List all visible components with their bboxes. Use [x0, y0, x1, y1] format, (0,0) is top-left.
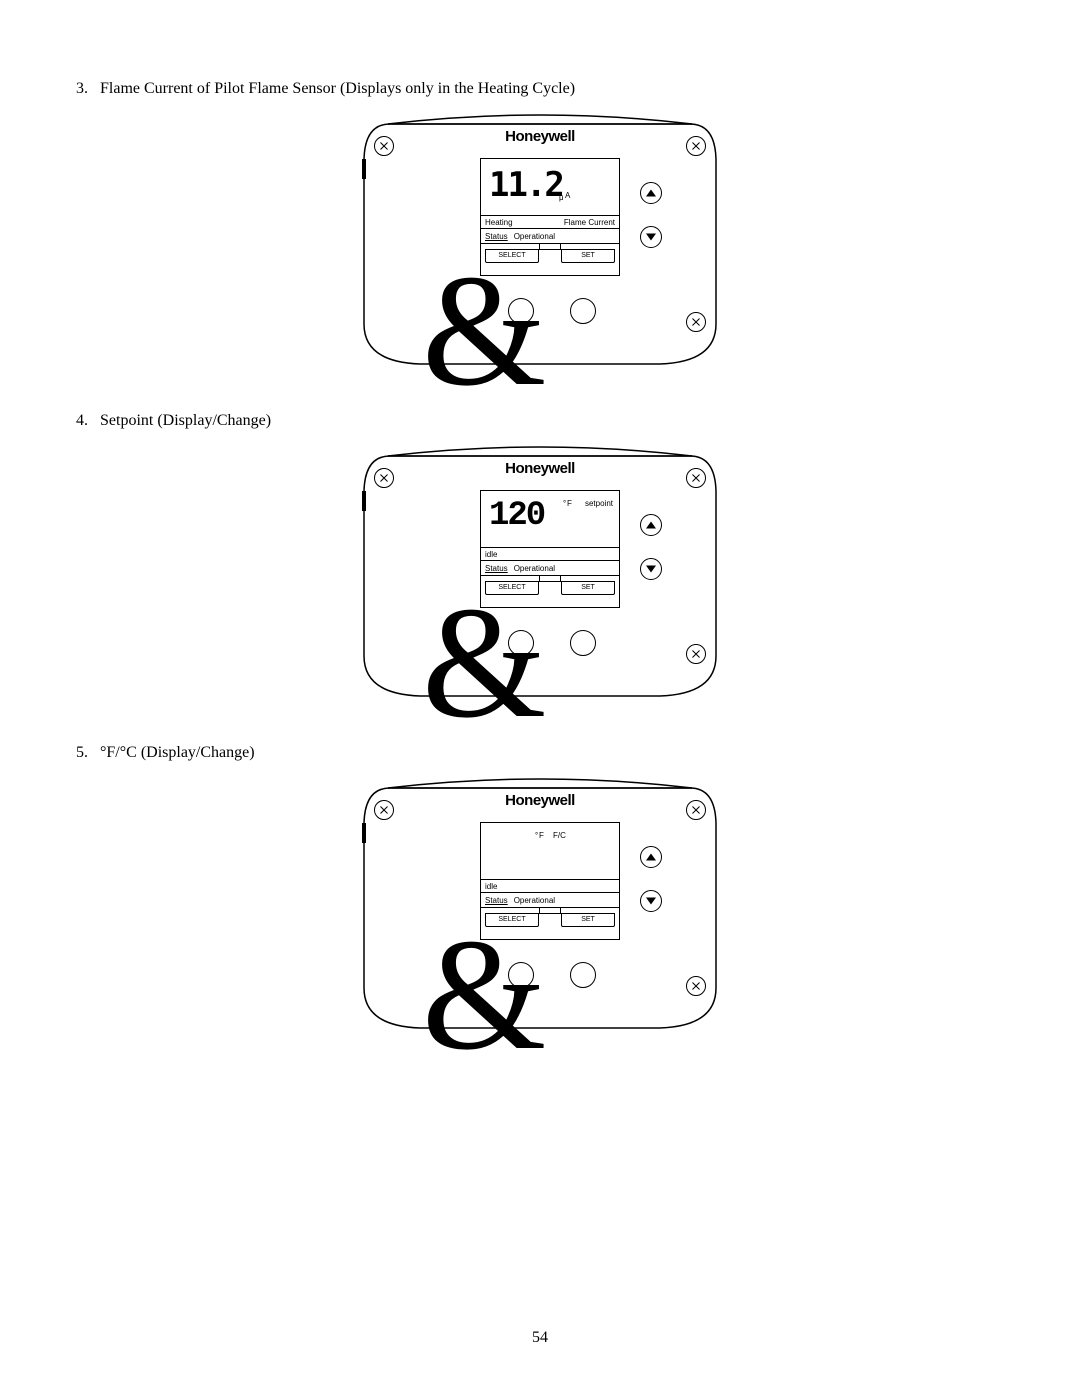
mode-label: idle	[485, 882, 497, 891]
lcd-row1: 11.2 μ A	[481, 159, 619, 216]
status-value: Operational	[514, 232, 555, 241]
lcd-unit-prefix: μ	[559, 193, 564, 202]
brand-label: Honeywell	[360, 460, 720, 477]
screw-icon	[686, 800, 706, 820]
lcd-row2: idle	[481, 879, 619, 893]
page: 3. Flame Current of Pilot Flame Sensor (…	[0, 0, 1080, 1397]
screw-icon	[686, 468, 706, 488]
up-arrow-button[interactable]	[640, 182, 662, 204]
list-text-3: Flame Current of Pilot Flame Sensor (Dis…	[100, 80, 575, 98]
list-text-4: Setpoint (Display/Change)	[100, 412, 271, 430]
up-arrow-button[interactable]	[640, 514, 662, 536]
ampersand-overlay: &	[422, 582, 546, 742]
lcd-unit-prefix: °	[563, 499, 566, 508]
list-num-3: 3.	[70, 80, 88, 98]
status-value: Operational	[514, 896, 555, 905]
param-label: Flame Current	[564, 218, 615, 227]
down-arrow-button[interactable]	[640, 226, 662, 248]
list-num-4: 4.	[70, 412, 88, 430]
status-label: Status	[485, 896, 508, 905]
screw-icon	[374, 136, 394, 156]
lcd-right-label: F/C	[553, 831, 566, 840]
right-round-button[interactable]	[570, 298, 596, 324]
mode-label: idle	[485, 550, 497, 559]
lcd-value: 120	[489, 497, 544, 535]
screw-icon	[374, 800, 394, 820]
set-tab[interactable]: SET	[561, 581, 615, 595]
page-number: 54	[0, 1329, 1080, 1347]
lcd-unit-prefix: °	[535, 831, 538, 840]
down-arrow-button[interactable]	[640, 558, 662, 580]
lcd-row1: ° F F/C	[481, 823, 619, 879]
screw-icon	[686, 312, 706, 332]
brand-label: Honeywell	[360, 792, 720, 809]
figure-3: Honeywell ° F F/C idle Status Operationa…	[70, 778, 1010, 1058]
lcd-value: 11.2	[489, 165, 563, 205]
lcd-row2: idle	[481, 547, 619, 561]
figure-2: Honeywell 120 ° F setpoint idle Status O…	[70, 446, 1010, 726]
list-num-5: 5.	[70, 744, 88, 762]
lcd-row2: Heating Flame Current	[481, 216, 619, 229]
lcd-right-label: setpoint	[585, 499, 613, 508]
screw-icon	[686, 136, 706, 156]
lcd-unit: A	[565, 191, 570, 200]
figure-1: Honeywell 11.2 μ A Heating Flame Current…	[70, 114, 1010, 394]
screw-icon	[374, 468, 394, 488]
lcd-unit: F	[539, 831, 544, 840]
status-label: Status	[485, 564, 508, 573]
down-arrow-button[interactable]	[640, 890, 662, 912]
status-value: Operational	[514, 564, 555, 573]
set-tab[interactable]: SET	[561, 913, 615, 927]
list-text-5: °F/°C (Display/Change)	[100, 744, 255, 762]
right-round-button[interactable]	[570, 962, 596, 988]
ampersand-overlay: &	[422, 914, 546, 1074]
set-tab[interactable]: SET	[561, 249, 615, 263]
device-3: Honeywell ° F F/C idle Status Operationa…	[360, 778, 720, 1038]
status-label: Status	[485, 232, 508, 241]
lcd-row1: 120 ° F setpoint	[481, 491, 619, 547]
brand-label: Honeywell	[360, 128, 720, 145]
mode-label: Heating	[485, 218, 513, 227]
list-item-3: 3. Flame Current of Pilot Flame Sensor (…	[70, 80, 1010, 98]
screw-icon	[686, 976, 706, 996]
device-1: Honeywell 11.2 μ A Heating Flame Current…	[360, 114, 720, 374]
lcd-unit: F	[567, 499, 572, 508]
right-round-button[interactable]	[570, 630, 596, 656]
device-2: Honeywell 120 ° F setpoint idle Status O…	[360, 446, 720, 706]
screw-icon	[686, 644, 706, 664]
up-arrow-button[interactable]	[640, 846, 662, 868]
ampersand-overlay: &	[422, 250, 546, 410]
